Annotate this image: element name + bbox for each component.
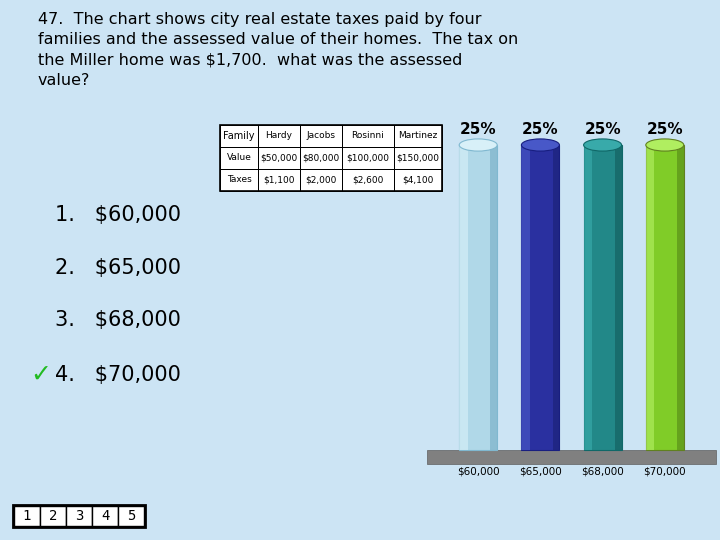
Text: 25%: 25%	[460, 122, 497, 137]
Bar	[584, 145, 621, 450]
Text: 3.   $68,000: 3. $68,000	[55, 310, 181, 330]
Text: 5: 5	[127, 509, 135, 523]
Bar	[118, 506, 144, 526]
Text: 2.   $65,000: 2. $65,000	[55, 258, 181, 278]
Bar	[584, 145, 592, 450]
Text: $65,000: $65,000	[519, 467, 562, 477]
Bar	[394, 169, 442, 191]
Text: 4.   $70,000: 4. $70,000	[55, 365, 181, 385]
Bar	[220, 125, 442, 191]
Text: Value: Value	[227, 153, 251, 163]
Text: 25%: 25%	[585, 122, 621, 137]
Bar	[459, 145, 467, 450]
Ellipse shape	[459, 139, 498, 151]
Text: $60,000: $60,000	[457, 467, 500, 477]
Text: 2: 2	[49, 509, 57, 523]
Text: 3: 3	[75, 509, 84, 523]
Bar	[300, 169, 342, 191]
Bar	[220, 147, 258, 169]
Text: 25%: 25%	[647, 122, 683, 137]
Bar	[521, 145, 530, 450]
Text: $2,000: $2,000	[305, 176, 337, 185]
Bar	[258, 125, 300, 147]
Text: 4: 4	[101, 509, 109, 523]
Bar	[40, 506, 66, 526]
Bar	[459, 145, 498, 450]
Bar	[394, 147, 442, 169]
Text: Taxes: Taxes	[227, 176, 251, 185]
Bar	[300, 125, 342, 147]
Text: 1.   $60,000: 1. $60,000	[55, 205, 181, 225]
Bar	[646, 145, 684, 450]
Bar	[552, 145, 559, 450]
Bar	[14, 506, 40, 526]
Text: Rosinni: Rosinni	[351, 132, 384, 140]
Text: Jacobs: Jacobs	[307, 132, 336, 140]
Text: ✓: ✓	[30, 363, 51, 387]
Text: $68,000: $68,000	[581, 467, 624, 477]
Text: $2,600: $2,600	[352, 176, 384, 185]
Bar	[13, 505, 145, 527]
Text: $100,000: $100,000	[346, 153, 390, 163]
Bar	[490, 145, 498, 450]
Text: $4,100: $4,100	[402, 176, 433, 185]
Bar	[646, 145, 654, 450]
Bar	[677, 145, 684, 450]
Bar	[92, 506, 118, 526]
Text: 1: 1	[23, 509, 31, 523]
Bar	[66, 506, 92, 526]
Text: Family: Family	[223, 131, 255, 141]
Text: Martinez: Martinez	[398, 132, 438, 140]
Bar	[394, 125, 442, 147]
Bar	[258, 147, 300, 169]
Bar	[342, 147, 394, 169]
Text: $150,000: $150,000	[397, 153, 439, 163]
Bar	[427, 450, 716, 464]
Text: $80,000: $80,000	[302, 153, 340, 163]
Ellipse shape	[646, 139, 684, 151]
Ellipse shape	[584, 139, 621, 151]
Text: $50,000: $50,000	[261, 153, 297, 163]
Bar	[300, 147, 342, 169]
Text: 25%: 25%	[522, 122, 559, 137]
Bar	[342, 169, 394, 191]
Bar	[220, 169, 258, 191]
Ellipse shape	[521, 139, 559, 151]
Text: $70,000: $70,000	[644, 467, 686, 477]
Text: 47.  The chart shows city real estate taxes paid by four
families and the assess: 47. The chart shows city real estate tax…	[38, 12, 518, 88]
Text: $1,100: $1,100	[264, 176, 294, 185]
Bar	[342, 125, 394, 147]
Bar	[615, 145, 621, 450]
Text: Hardy: Hardy	[266, 132, 292, 140]
Bar	[220, 125, 258, 147]
Bar	[258, 169, 300, 191]
Bar	[521, 145, 559, 450]
